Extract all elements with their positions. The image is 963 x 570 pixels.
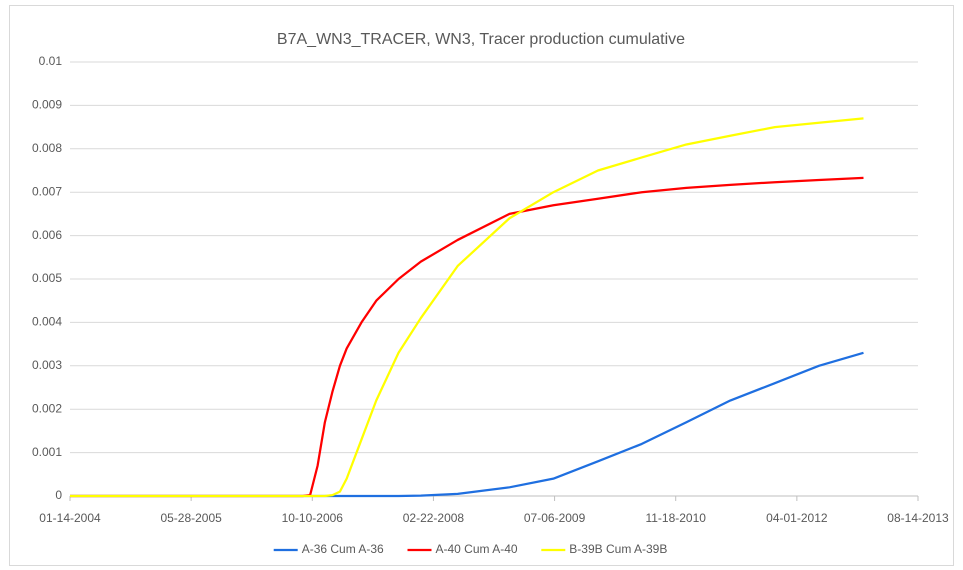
y-tick-label: 0.01 [39,54,63,68]
y-tick-label: 0.004 [32,315,62,329]
y-tick-label: 0.006 [32,228,62,242]
y-tick-label: 0.001 [32,445,62,459]
series-line [70,176,864,498]
x-tick-label: 07-06-2009 [524,511,586,525]
y-tick-label: 0.003 [32,358,62,372]
x-tick-label: 11-18-2010 [645,511,706,525]
y-tick-label: 0.009 [32,98,62,112]
legend-label: A-40 Cum A-40 [436,542,518,556]
chart-border [9,5,954,566]
series-line [70,117,864,498]
chart-title: B7A_WN3_TRACER, WN3, Tracer production c… [277,31,685,48]
y-tick-label: 0.008 [32,141,62,155]
legend-label: A-36 Cum A-36 [302,542,384,556]
x-tick-label: 01-14-2004 [39,511,101,525]
y-tick-label: 0.005 [32,271,62,285]
y-tick-label: 0.007 [32,184,62,198]
y-tick-label: 0.002 [32,401,62,415]
x-tick-label: 02-22-2008 [403,511,465,525]
x-tick-label: 10-10-2006 [282,511,344,525]
legend-label: B-39B Cum A-39B [569,542,667,556]
x-tick-label: 04-01-2012 [766,511,828,525]
x-tick-label: 08-14-2013 [887,511,949,525]
y-tick-label: 0 [55,488,62,502]
x-tick-label: 05-28-2005 [160,511,222,525]
